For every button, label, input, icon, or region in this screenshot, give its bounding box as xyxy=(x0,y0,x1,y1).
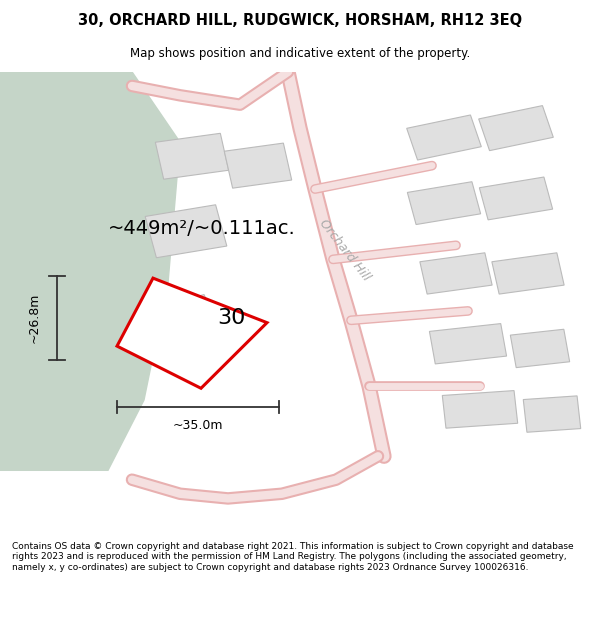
Text: 30, ORCHARD HILL, RUDGWICK, HORSHAM, RH12 3EQ: 30, ORCHARD HILL, RUDGWICK, HORSHAM, RH1… xyxy=(78,12,522,28)
Polygon shape xyxy=(430,324,506,364)
Polygon shape xyxy=(155,133,229,179)
Polygon shape xyxy=(492,253,564,294)
Polygon shape xyxy=(407,115,481,160)
Text: Map shows position and indicative extent of the property.: Map shows position and indicative extent… xyxy=(130,48,470,61)
Text: ~35.0m: ~35.0m xyxy=(173,419,223,432)
Text: Orchard Hill: Orchard Hill xyxy=(317,217,373,283)
Polygon shape xyxy=(479,106,553,151)
Polygon shape xyxy=(523,396,581,432)
Polygon shape xyxy=(479,177,553,220)
Polygon shape xyxy=(511,329,569,367)
Polygon shape xyxy=(442,391,518,428)
Text: ~26.8m: ~26.8m xyxy=(28,292,41,343)
Polygon shape xyxy=(117,278,267,388)
Polygon shape xyxy=(148,294,218,341)
Polygon shape xyxy=(224,143,292,188)
Text: Contains OS data © Crown copyright and database right 2021. This information is : Contains OS data © Crown copyright and d… xyxy=(12,542,574,572)
Polygon shape xyxy=(0,72,180,470)
Text: ~449m²/~0.111ac.: ~449m²/~0.111ac. xyxy=(108,219,296,238)
Text: 30: 30 xyxy=(217,308,245,328)
Polygon shape xyxy=(145,205,227,258)
Polygon shape xyxy=(420,253,492,294)
Polygon shape xyxy=(407,182,481,224)
